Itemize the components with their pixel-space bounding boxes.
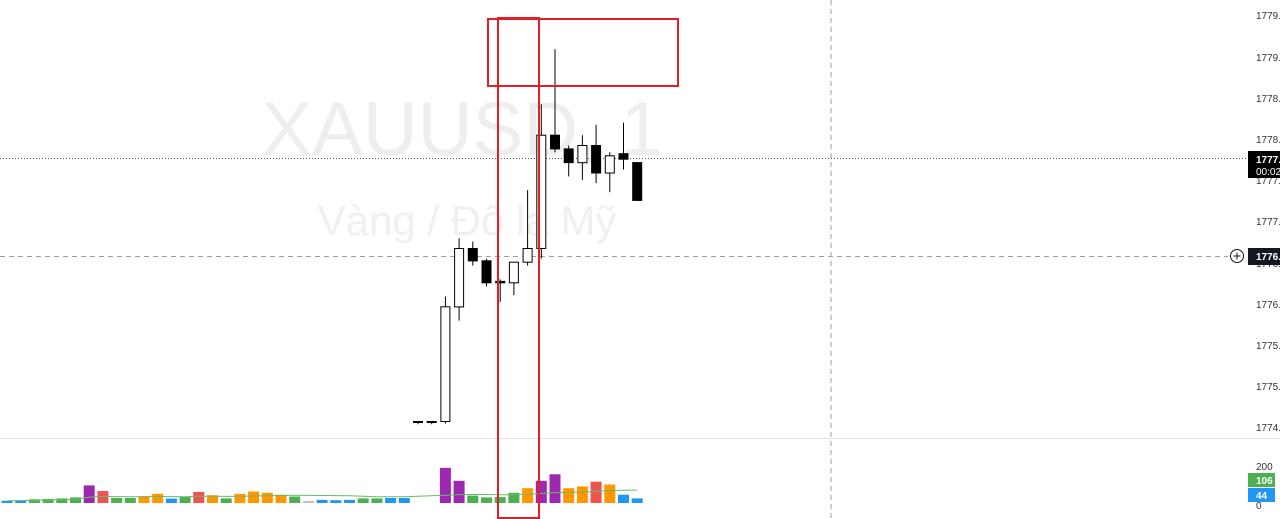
- volume-bar: [220, 498, 232, 503]
- volume-bar: [494, 497, 506, 503]
- volume-bar: [467, 495, 479, 503]
- crosshair-add-button[interactable]: [1230, 249, 1244, 263]
- volume-bar: [563, 488, 575, 503]
- candle-body: [591, 145, 602, 174]
- crosshair-price-label: 1776.: [1256, 252, 1280, 263]
- volume-badge: [1248, 473, 1275, 487]
- volume-bar: [330, 500, 342, 503]
- price-tick: 1778.: [1256, 135, 1280, 146]
- price-tick: 1779.: [1256, 11, 1280, 22]
- annotation-highlight-candles[interactable]: [497, 17, 540, 519]
- volume-bar: [70, 497, 81, 503]
- volume-bar: [275, 494, 287, 503]
- volume-bar: [508, 492, 520, 503]
- price-tick: 1775.: [1256, 382, 1280, 393]
- volume-bars: [1, 467, 643, 504]
- volume-badge-label: 106: [1256, 476, 1273, 487]
- candles: [413, 49, 643, 425]
- volume-bar: [1, 500, 13, 503]
- volume-bar: [83, 485, 95, 503]
- price-tick: 1776.: [1256, 300, 1280, 311]
- candle-body: [632, 162, 643, 201]
- volume-bar: [439, 467, 451, 503]
- bar-countdown-label: 00:02: [1256, 167, 1280, 178]
- volume-bar: [385, 498, 397, 503]
- volume-bar: [193, 491, 205, 503]
- candle-body: [563, 148, 574, 164]
- volume-ma-badge-label: 44: [1256, 491, 1268, 502]
- volume-bar: [618, 494, 629, 503]
- price-tick: 1777.: [1256, 176, 1280, 187]
- price-tick: 1777.: [1256, 217, 1280, 228]
- volume-bar: [15, 500, 27, 503]
- price-tick: 1779.: [1256, 53, 1280, 64]
- last-price-label: 1777.: [1256, 155, 1280, 166]
- volume-bar: [302, 501, 314, 503]
- volume-ma-polyline: [6, 489, 638, 502]
- volume-bar: [261, 492, 273, 503]
- volume-bar: [42, 498, 54, 503]
- candle-body: [481, 260, 492, 284]
- watermark-description: Vàng / Đô la Mỹ: [318, 197, 617, 244]
- volume-bar: [535, 480, 547, 503]
- annotation-resistance-zone[interactable]: [487, 18, 679, 87]
- candle-body: [522, 248, 533, 263]
- price-tick: 1775.: [1256, 341, 1280, 352]
- candle-body: [618, 153, 629, 160]
- volume-bar: [289, 496, 301, 503]
- candle-body: [550, 134, 560, 150]
- volume-bar: [481, 497, 492, 503]
- last-price-tag: [1248, 151, 1280, 178]
- volume-bar: [124, 498, 136, 503]
- volume-bar: [398, 498, 410, 503]
- price-tick: 1778.: [1256, 94, 1280, 105]
- volume-ma-line: [6, 489, 638, 502]
- candle-body: [467, 248, 478, 262]
- volume-bar: [522, 488, 534, 503]
- candle-body: [440, 306, 451, 422]
- volume-tick: 200: [1256, 462, 1273, 473]
- volume-bar: [344, 499, 355, 503]
- volume-bar: [152, 493, 164, 504]
- volume-bar: [248, 491, 260, 503]
- candle-body: [413, 421, 423, 423]
- volume-tick: 0: [1256, 501, 1262, 512]
- volume-bar: [165, 498, 177, 503]
- volume-bar: [357, 498, 369, 503]
- candle-body: [454, 248, 465, 308]
- candle-body: [577, 145, 588, 164]
- volume-bar: [631, 498, 643, 503]
- volume-bar: [56, 498, 68, 503]
- volume-bar: [590, 481, 602, 503]
- volume-bar: [316, 499, 328, 503]
- volume-bar: [549, 474, 561, 503]
- volume-bar: [111, 498, 123, 503]
- price-axis[interactable]: 1779. 1779. 1778. 1778. 1777. 1777. 1776…: [1256, 11, 1280, 434]
- price-tick: 1774.: [1256, 423, 1280, 434]
- volume-ma-badge: [1248, 488, 1275, 502]
- crosshair-price-tag: [1248, 248, 1280, 265]
- volume-bar: [179, 497, 191, 503]
- candle-body: [508, 261, 519, 284]
- candle-body: [604, 155, 615, 174]
- volume-bar: [453, 480, 465, 503]
- candle-body: [536, 134, 547, 249]
- candle-body: [426, 421, 437, 423]
- volume-bar: [576, 486, 588, 503]
- volume-bar: [28, 499, 40, 503]
- volume-bar: [234, 493, 246, 504]
- volume-bar: [138, 496, 150, 503]
- volume-bar: [371, 498, 383, 503]
- watermark-symbol: XAUUSD, 1: [261, 87, 662, 172]
- volume-bar: [207, 495, 218, 503]
- candle-body: [495, 280, 506, 284]
- volume-bar: [604, 484, 616, 503]
